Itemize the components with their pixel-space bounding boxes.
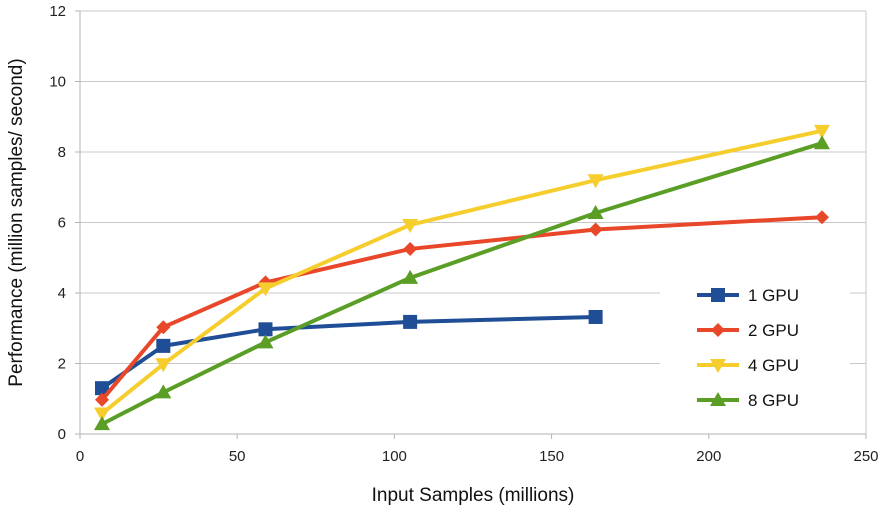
series-line — [100, 215, 824, 402]
legend-label: 2 GPU — [748, 321, 799, 340]
legend-box — [660, 276, 850, 424]
data-point — [813, 135, 830, 150]
legend-label: 1 GPU — [748, 286, 799, 305]
data-point — [403, 241, 418, 256]
legend-marker — [711, 288, 725, 302]
legend: 1 GPU 2 GPU 4 GPU 8 GPU — [660, 276, 850, 424]
data-point — [257, 282, 274, 297]
data-point — [94, 416, 111, 431]
data-point — [402, 269, 419, 284]
y-tick-label: 8 — [58, 144, 66, 161]
data-point — [587, 174, 604, 189]
x-tick-label: 150 — [539, 448, 564, 465]
x-tick-label: 50 — [229, 448, 246, 465]
x-tick-label: 250 — [853, 448, 878, 465]
x-tick-label: 100 — [382, 448, 407, 465]
data-point — [156, 338, 171, 353]
series-8-gpu — [94, 135, 830, 431]
tick-labels: 0 50 100 150 200 250 0 2 4 6 8 10 12 — [49, 3, 878, 465]
y-tick-label: 2 — [58, 356, 66, 373]
data-point — [588, 309, 603, 324]
data-point — [257, 334, 274, 349]
y-tick-label: 10 — [49, 74, 66, 91]
data-point — [95, 381, 110, 396]
data-point — [156, 320, 171, 335]
legend-marker — [711, 323, 725, 337]
series-1-gpu — [95, 309, 603, 396]
y-tick-label: 12 — [49, 3, 66, 20]
legend-entry: 1 GPU — [697, 286, 799, 305]
series-group — [94, 124, 830, 431]
y-tick-label: 0 — [58, 426, 66, 443]
data-point — [258, 322, 273, 337]
series-line — [100, 128, 824, 416]
legend-label: 8 GPU — [748, 391, 799, 410]
y-tick-label: 4 — [58, 285, 66, 302]
x-axis-title: Input Samples (millions) — [372, 485, 575, 506]
axes — [75, 10, 867, 439]
x-tick-label: 0 — [76, 448, 84, 465]
data-point — [95, 392, 110, 407]
x-tick-label: 200 — [696, 448, 721, 465]
y-axis-title: Performance (million samples/ second) — [6, 58, 27, 386]
data-point — [155, 358, 172, 373]
data-point — [155, 384, 172, 399]
data-point — [813, 124, 830, 139]
legend-label: 4 GPU — [748, 356, 799, 375]
data-point — [587, 204, 604, 219]
legend-entry: 2 GPU — [697, 321, 799, 340]
legend-entry: 8 GPU — [697, 391, 799, 410]
legend-marker — [710, 359, 726, 373]
data-point — [588, 222, 603, 237]
y-tick-label: 6 — [58, 215, 66, 232]
legend-entry: 4 GPU — [697, 356, 799, 375]
legend-marker — [710, 392, 726, 406]
series-line — [100, 141, 824, 427]
data-point — [814, 210, 829, 225]
data-point — [402, 218, 419, 233]
data-point — [94, 407, 111, 422]
series-4-gpu — [94, 124, 830, 422]
data-point — [403, 314, 418, 329]
